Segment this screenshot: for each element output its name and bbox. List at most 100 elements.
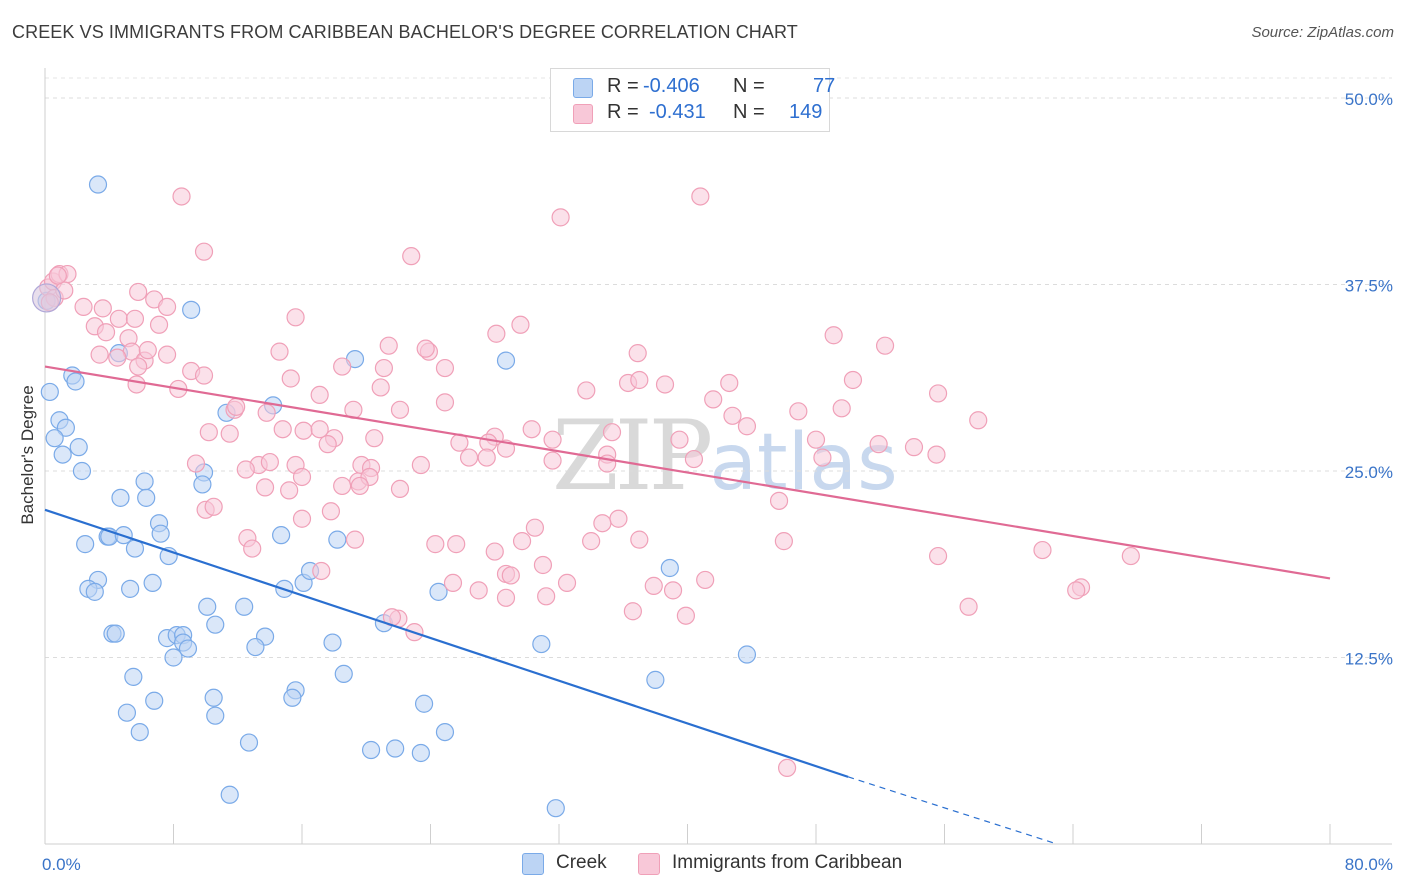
caribbean-point [593,514,612,533]
creek-point [220,785,239,804]
caribbean-point [379,336,398,355]
caribbean-point [691,187,710,206]
creek-point [737,645,757,664]
caribbean-point [236,460,255,479]
legend-swatch-creek [573,78,593,98]
caribbean-point [609,509,628,528]
creek-point [56,418,75,437]
caribbean-point [525,518,545,537]
caribbean-point [390,479,410,499]
caribbean-point [204,497,223,516]
creek-point [361,740,381,760]
caribbean-point [125,309,145,328]
caribbean-point [522,420,541,439]
caribbean-point [227,397,246,416]
caribbean-point [459,448,479,467]
caribbean-point [670,430,689,449]
creek-point [45,429,64,448]
caribbean-point [333,357,352,376]
caribbean-trend-line [44,365,1331,580]
caribbean-point [255,478,275,497]
creek-point [414,694,434,713]
caribbean-point [1067,581,1086,600]
creek-point [411,743,430,763]
caribbean-point [869,435,888,454]
correlation-legend: R = -0.406 N = 77 R = -0.431 N = 149 [550,68,835,132]
creek-point [198,597,217,616]
caribbean-point [630,370,649,390]
creek-point [283,688,302,707]
n-value: 149 [789,101,823,123]
creek-point [182,300,201,319]
caribbean-point [270,342,289,361]
caribbean-point [129,282,148,302]
creek-point [151,524,170,543]
caribbean-point [927,445,946,464]
caribbean-point [843,370,863,390]
n-label: N = [733,101,765,123]
creek-point [334,664,353,684]
caribbean-point [628,344,647,363]
creek-point [40,382,59,402]
caribbean-point [511,315,530,334]
caribbean-point [577,381,596,400]
caribbean-point [186,454,206,473]
caribbean-point [333,476,352,496]
creek-point [235,597,254,616]
creek-point [106,624,125,643]
caribbean-point [777,758,797,778]
caribbean-point [557,573,577,593]
caribbean-point [416,339,435,358]
creek-point [117,703,137,722]
creek-point [193,475,212,494]
y-tick-label: 37.5% [1345,277,1393,296]
caribbean-point [543,451,562,470]
legend-swatch-caribbean [573,104,593,124]
caribbean-point [928,546,948,566]
caribbean-point [318,435,337,454]
caribbean-point [96,323,116,342]
caribbean-point [447,535,466,554]
caribbean-point [623,602,642,621]
creek-point [69,438,88,457]
caribbean-point [280,481,299,500]
caribbean-point [365,429,384,448]
creek-point [435,722,455,742]
caribbean-point [149,315,169,334]
y-axis-label: Bachelor's Degree [18,385,37,524]
caribbean-point [350,476,369,496]
creek-point [660,558,679,578]
caribbean-point [969,411,988,430]
creek-trend-line [44,508,849,778]
caribbean-point [310,420,329,439]
caribbean-point [371,378,390,397]
caribbean-point [696,570,715,590]
caribbean-point [129,357,148,376]
x-tick-label: 80.0% [1345,855,1393,874]
creek-point [124,667,143,686]
caribbean-point [655,375,675,394]
creek-point [53,445,72,464]
chart-title: CREEK VS IMMIGRANTS FROM CARIBBEAN BACHE… [12,22,798,42]
caribbean-point [435,393,455,412]
r-label: R = [607,75,639,97]
caribbean-point [1121,546,1140,566]
creek-trend-extension [847,776,1058,845]
caribbean-point [512,532,532,551]
creek-point [532,634,551,654]
caribbean-point [533,555,553,575]
creek-point [496,351,516,370]
caribbean-point [220,424,239,443]
creek-point [178,639,198,658]
caribbean-point [374,358,394,378]
y-tick-label: 50.0% [1345,90,1393,109]
caribbean-point [260,452,279,472]
caribbean-point [127,375,146,394]
caribbean-point [312,561,331,581]
caribbean-point [496,588,516,607]
caribbean-point [813,448,832,467]
legend-swatch-caribbean [638,853,660,875]
caribbean-point [194,366,214,385]
caribbean-point [774,532,793,551]
caribbean-point [199,423,218,442]
